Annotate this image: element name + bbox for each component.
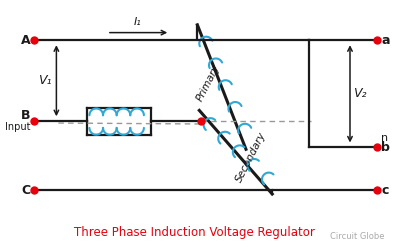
- Text: A: A: [20, 34, 30, 47]
- Text: Three Phase Induction Voltage Regulator: Three Phase Induction Voltage Regulator: [74, 226, 315, 239]
- Text: n: n: [381, 133, 388, 143]
- Text: b: b: [381, 141, 390, 154]
- Text: a: a: [381, 34, 390, 47]
- Text: V₁: V₁: [38, 74, 52, 87]
- Text: Input: Input: [5, 122, 30, 132]
- Text: B: B: [21, 109, 30, 122]
- Text: Primary: Primary: [194, 63, 222, 103]
- Text: Secondary: Secondary: [234, 130, 268, 184]
- Text: V₂: V₂: [353, 87, 366, 100]
- Text: Circuit Globe: Circuit Globe: [330, 232, 384, 241]
- Text: I₁: I₁: [134, 17, 142, 27]
- Text: C: C: [21, 184, 30, 197]
- Text: c: c: [381, 184, 388, 197]
